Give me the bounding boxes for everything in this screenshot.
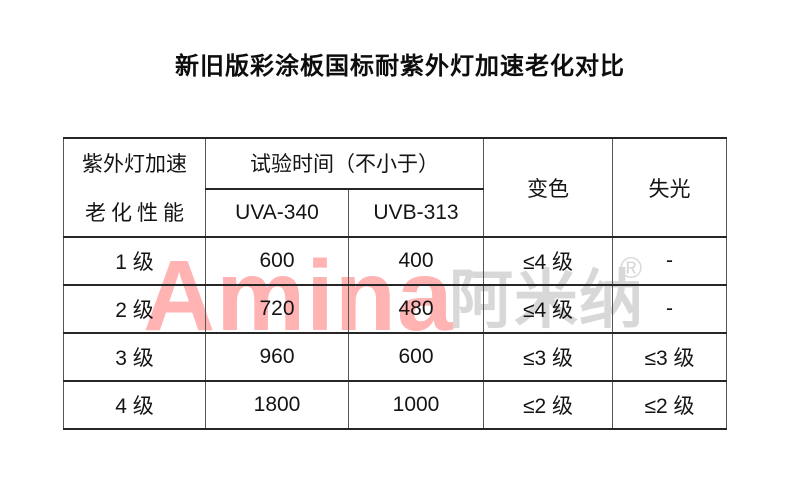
uvb-hours-cell: 480: [348, 284, 484, 334]
uvb-hours-cell: 1000: [348, 380, 484, 430]
header-aging-performance-line1: 紫外灯加速: [82, 153, 187, 177]
header-aging-performance: 紫外灯加速 老化性能: [63, 137, 206, 238]
grade-cell: 1 级: [63, 236, 206, 286]
header-test-time: 试验时间（不小于）: [205, 137, 484, 190]
table-row-grade-3: 3 级 960 600 ≤3 级 ≤3 级: [63, 332, 727, 382]
gloss-loss-cell: ≤3 级: [612, 332, 727, 382]
uva-hours-cell: 960: [205, 332, 349, 382]
header-gloss-loss: 失光: [612, 137, 727, 238]
discoloration-cell: ≤4 级: [483, 284, 613, 334]
table-row-grade-4: 4 级 1800 1000 ≤2 级 ≤2 级: [63, 380, 727, 430]
discoloration-cell: ≤3 级: [483, 332, 613, 382]
uva-hours-cell: 720: [205, 284, 349, 334]
header-row-2: UVA-340 UVB-313: [64, 187, 727, 238]
gloss-loss-cell: -: [612, 284, 727, 334]
header-uvb-313: UVB-313: [348, 187, 484, 238]
header-uva-340: UVA-340: [205, 187, 349, 238]
discoloration-cell: ≤2 级: [483, 380, 613, 430]
gloss-loss-cell: ≤2 级: [612, 380, 727, 430]
header-aging-performance-line2: 老化性能: [85, 201, 189, 225]
page-title: 新旧版彩涂板国标耐紫外灯加速老化对比: [175, 53, 625, 80]
gloss-loss-cell: -: [612, 236, 727, 286]
uvb-hours-cell: 600: [348, 332, 484, 382]
header-row-1: 紫外灯加速 老化性能 试验时间（不小于） 变色 失光: [63, 137, 727, 238]
grade-cell: 4 级: [63, 380, 206, 430]
header-discoloration: 变色: [483, 137, 613, 238]
grade-cell: 3 级: [63, 332, 206, 382]
uva-hours-cell: 1800: [205, 380, 349, 430]
discoloration-cell: ≤4 级: [483, 236, 613, 286]
uva-hours-cell: 600: [205, 236, 349, 286]
aging-comparison-table: 紫外灯加速 老化性能 试验时间（不小于） 变色 失光 UVA-340 UVB-3…: [63, 137, 727, 430]
uvb-hours-cell: 400: [348, 236, 484, 286]
table-row-grade-1: 1 级 600 400 ≤4 级 -: [63, 236, 727, 286]
grade-cell: 2 级: [63, 284, 206, 334]
table-row-grade-2: 2 级 720 480 ≤4 级 -: [63, 284, 727, 334]
